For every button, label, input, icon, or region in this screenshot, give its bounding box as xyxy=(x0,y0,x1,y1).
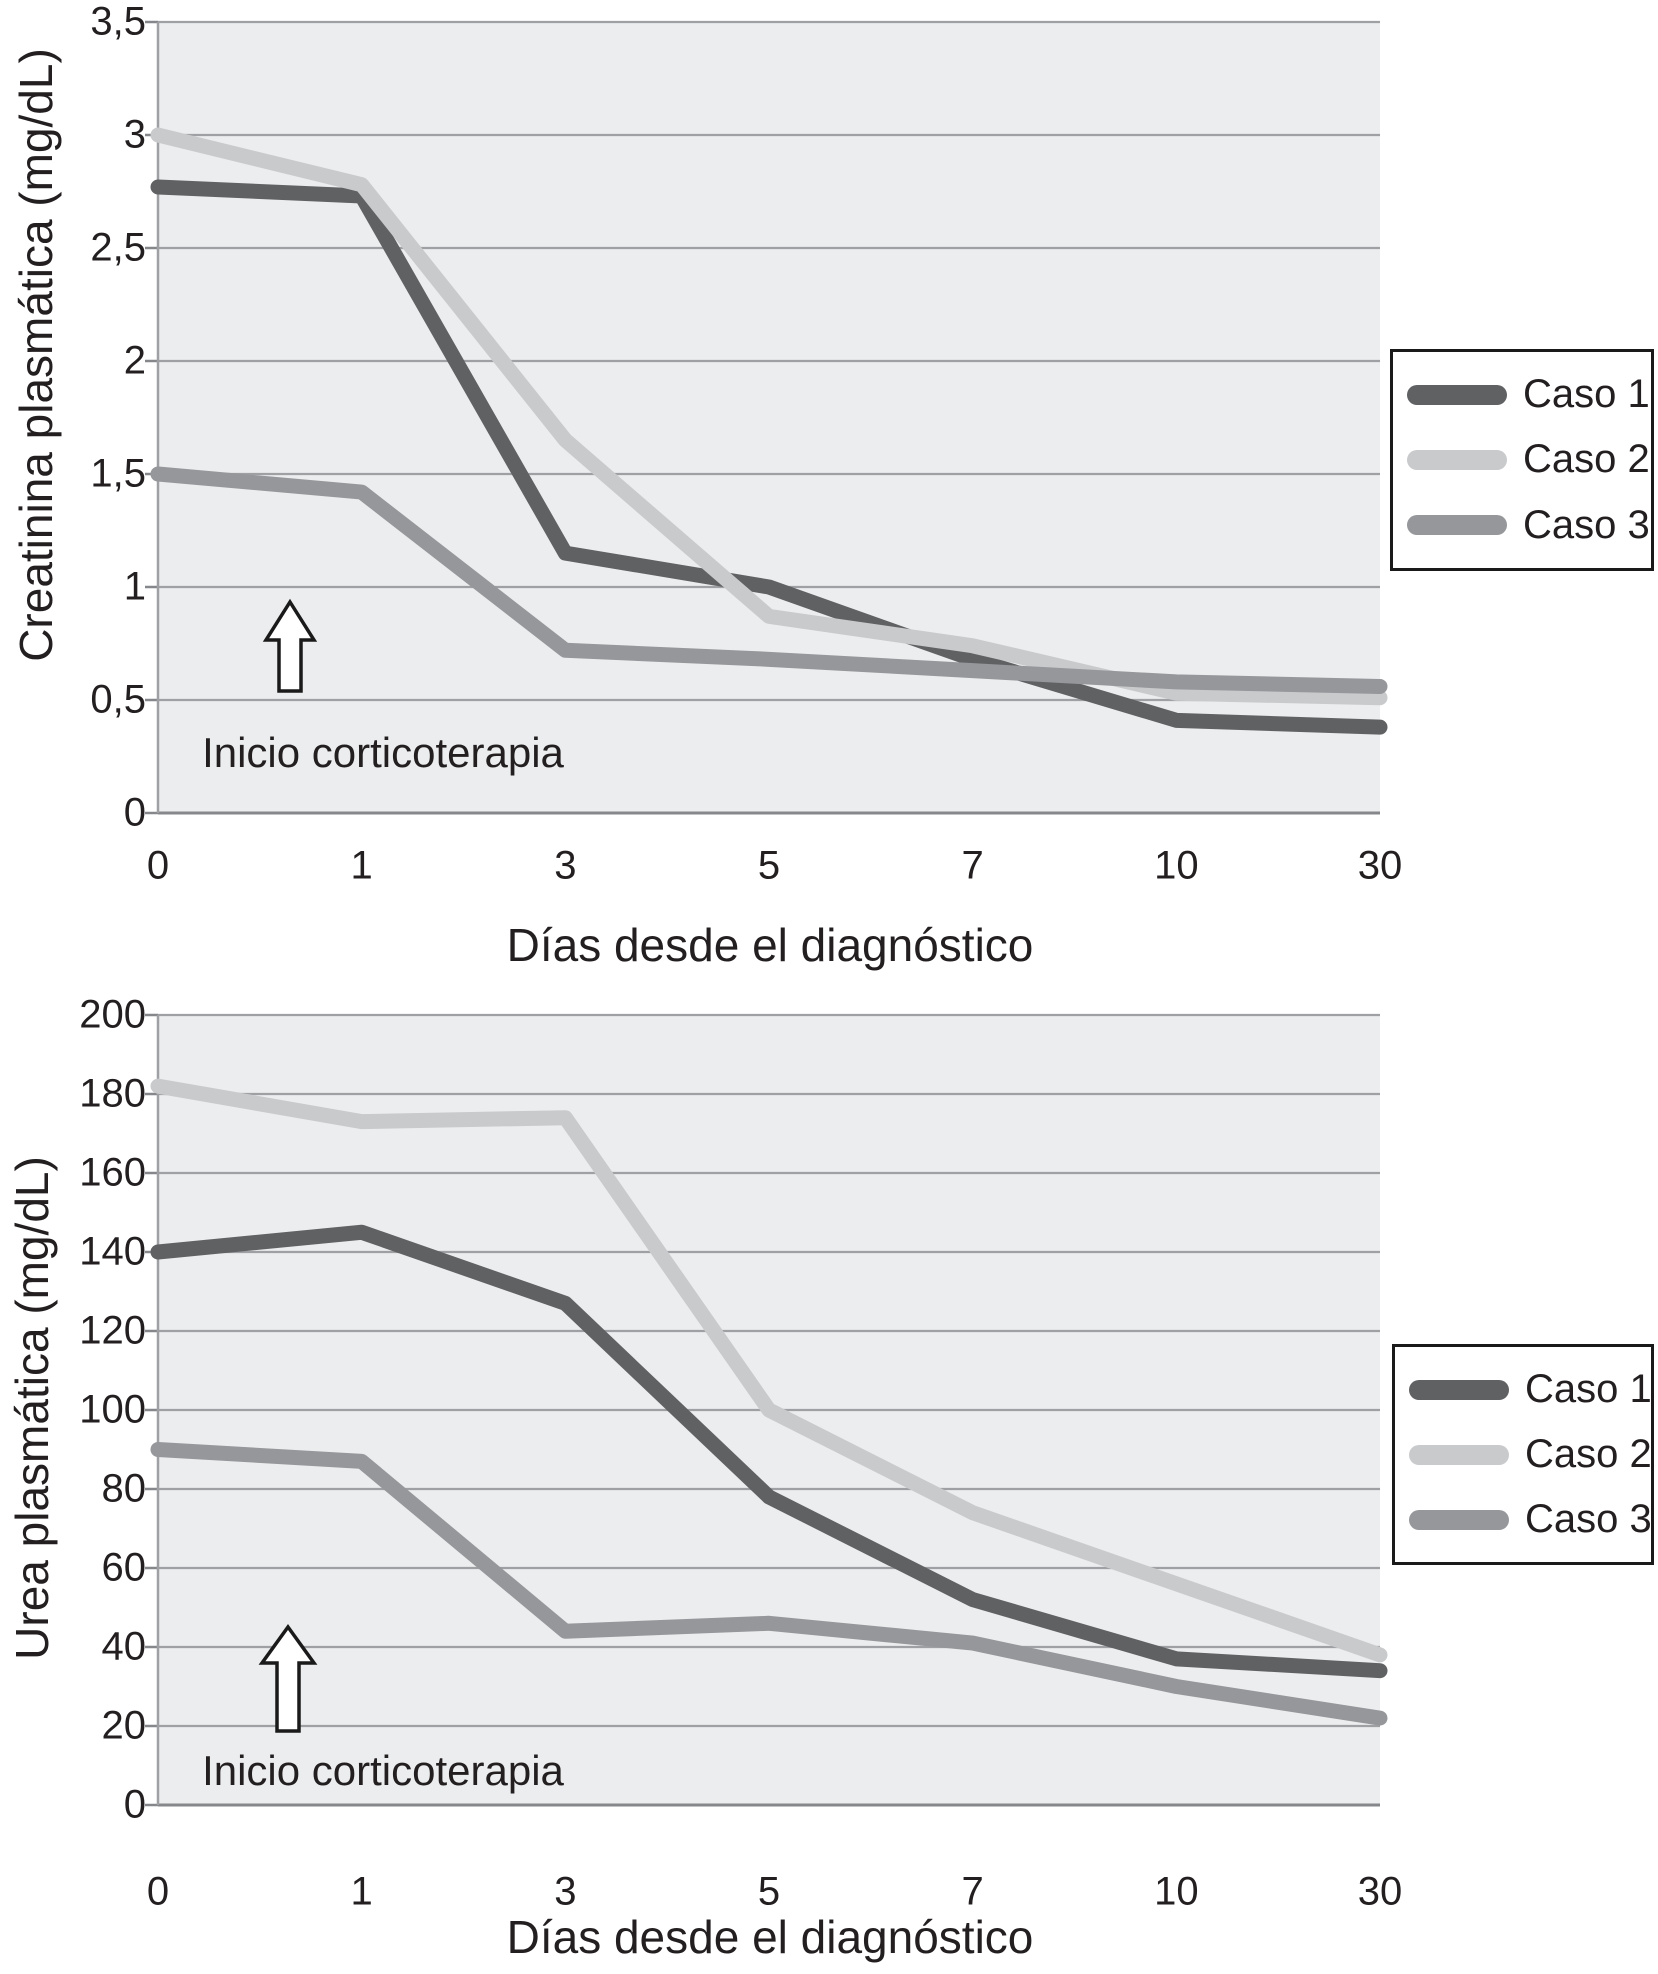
x-tick-label-urea: 10 xyxy=(1154,1869,1199,1914)
x-tick-label-creatinine: 30 xyxy=(1357,843,1403,888)
x-tick-label-urea: 5 xyxy=(757,1869,781,1914)
legend-label-caso-2: Caso 2 xyxy=(1525,1432,1652,1476)
x-axis-title-urea: Días desde el diagnóstico xyxy=(506,1911,1034,1963)
legend-urea: Caso 1 Caso 2 Caso 3 xyxy=(1392,1344,1654,1565)
legend-swatch-caso-2 xyxy=(1407,449,1507,470)
legend-swatch-caso-1 xyxy=(1407,384,1507,405)
x-tick-label-urea: 0 xyxy=(146,1869,170,1914)
legend-item-caso-3: Caso 3 xyxy=(1407,503,1651,548)
up-arrow-icon-urea xyxy=(258,1624,318,1733)
legend-item-caso-3: Caso 3 xyxy=(1409,1497,1652,1542)
y-tick-label-urea: 60 xyxy=(101,1545,147,1590)
legend-swatch-caso-1 xyxy=(1409,1379,1509,1400)
legend-label-caso-1: Caso 1 xyxy=(1523,372,1650,417)
series-line-caso-3-creatinine xyxy=(150,466,1388,694)
x-tick-label-creatinine: 3 xyxy=(554,843,577,888)
y-tick-label-creatinine: 3,5 xyxy=(90,0,146,44)
x-tick-label-creatinine: 5 xyxy=(757,843,781,888)
series-line-caso-3-urea xyxy=(150,1442,1388,1726)
y-tick-label-urea: 100 xyxy=(79,1387,146,1432)
y-tick-label-urea: 0 xyxy=(123,1782,146,1827)
y-tick-label-urea: 120 xyxy=(79,1308,146,1353)
series-line-caso-1-urea xyxy=(150,1224,1388,1679)
legend-label-caso-2: Caso 2 xyxy=(1523,437,1650,482)
y-tick-label-urea: 140 xyxy=(79,1229,146,1274)
y-tick-label-urea: 40 xyxy=(101,1624,147,1669)
up-arrow-icon-creatinine xyxy=(262,598,318,693)
y-tick-label-creatinine: 1 xyxy=(123,564,146,609)
legend-swatch-caso-3 xyxy=(1409,1509,1509,1530)
legend-item-caso-2: Caso 2 xyxy=(1407,437,1651,482)
y-tick-label-creatinine: 3 xyxy=(123,112,146,157)
y-tick-label-urea: 80 xyxy=(101,1466,147,1511)
y-tick-label-creatinine: 0 xyxy=(123,790,146,835)
x-axis-title-creatinine: Días desde el diagnóstico xyxy=(506,919,1034,971)
series-line-caso-2-creatinine xyxy=(150,127,1388,706)
y-tick-label-creatinine: 2 xyxy=(123,338,146,383)
legend-label-caso-1: Caso 1 xyxy=(1525,1367,1652,1411)
y-tick-label-creatinine: 0,5 xyxy=(90,677,146,722)
annotation-inicio-corticoterapia-creatinine: Inicio corticoterapia xyxy=(202,729,564,776)
y-tick-label-creatinine: 2,5 xyxy=(90,225,146,270)
legend-label-caso-3: Caso 3 xyxy=(1525,1497,1652,1541)
legend-swatch-caso-2 xyxy=(1409,1444,1509,1465)
y-tick-label-urea: 20 xyxy=(101,1703,147,1748)
x-tick-label-creatinine: 10 xyxy=(1154,843,1199,888)
legend-item-caso-2: Caso 2 xyxy=(1409,1432,1652,1477)
x-tick-label-urea: 1 xyxy=(350,1869,373,1914)
annotation-inicio-corticoterapia-urea: Inicio corticoterapia xyxy=(202,1747,564,1794)
y-tick-label-creatinine: 1,5 xyxy=(90,451,146,496)
x-tick-label-urea: 3 xyxy=(554,1869,577,1914)
y-tick-label-urea: 200 xyxy=(79,992,146,1037)
legend-item-caso-1: Caso 1 xyxy=(1407,372,1651,417)
legend-item-caso-1: Caso 1 xyxy=(1409,1367,1652,1412)
y-tick-label-urea: 160 xyxy=(79,1150,146,1195)
legend-swatch-caso-3 xyxy=(1407,515,1507,536)
legend-creatinine: Caso 1 Caso 2 Caso 3 xyxy=(1390,349,1654,571)
x-tick-label-creatinine: 0 xyxy=(146,843,170,888)
x-tick-label-creatinine: 7 xyxy=(961,843,984,888)
legend-label-caso-3: Caso 3 xyxy=(1523,502,1650,547)
x-tick-label-urea: 7 xyxy=(961,1869,984,1914)
x-tick-label-urea: 30 xyxy=(1357,1869,1403,1914)
series-line-caso-2-urea xyxy=(150,1078,1388,1663)
y-tick-label-urea: 180 xyxy=(79,1071,146,1116)
x-tick-label-creatinine: 1 xyxy=(350,843,373,888)
